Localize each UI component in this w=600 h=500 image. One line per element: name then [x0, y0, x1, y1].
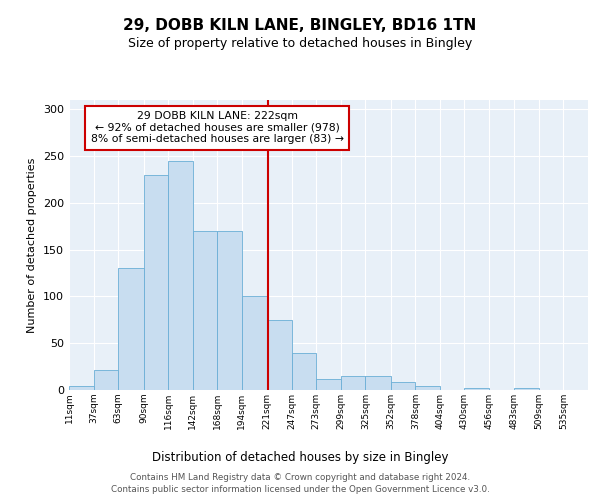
- Text: 29 DOBB KILN LANE: 222sqm
← 92% of detached houses are smaller (978)
8% of semi-: 29 DOBB KILN LANE: 222sqm ← 92% of detac…: [91, 111, 344, 144]
- Bar: [242, 296, 267, 390]
- Bar: [193, 231, 217, 390]
- Bar: [464, 388, 489, 390]
- Y-axis label: Number of detached properties: Number of detached properties: [28, 158, 37, 332]
- Bar: [316, 379, 341, 390]
- Bar: [415, 386, 440, 390]
- Bar: [94, 370, 118, 390]
- Bar: [341, 376, 365, 390]
- Text: 29, DOBB KILN LANE, BINGLEY, BD16 1TN: 29, DOBB KILN LANE, BINGLEY, BD16 1TN: [124, 18, 476, 32]
- Text: Distribution of detached houses by size in Bingley: Distribution of detached houses by size …: [152, 451, 448, 464]
- Bar: [217, 231, 242, 390]
- Bar: [168, 161, 193, 390]
- Text: Size of property relative to detached houses in Bingley: Size of property relative to detached ho…: [128, 38, 472, 51]
- Bar: [365, 376, 391, 390]
- Text: Contains public sector information licensed under the Open Government Licence v3: Contains public sector information licen…: [110, 486, 490, 494]
- Text: Contains HM Land Registry data © Crown copyright and database right 2024.: Contains HM Land Registry data © Crown c…: [130, 473, 470, 482]
- Bar: [69, 386, 94, 390]
- Bar: [267, 320, 292, 390]
- Bar: [118, 268, 143, 390]
- Bar: [292, 352, 316, 390]
- Bar: [514, 388, 539, 390]
- Bar: [391, 382, 415, 390]
- Bar: [143, 175, 168, 390]
